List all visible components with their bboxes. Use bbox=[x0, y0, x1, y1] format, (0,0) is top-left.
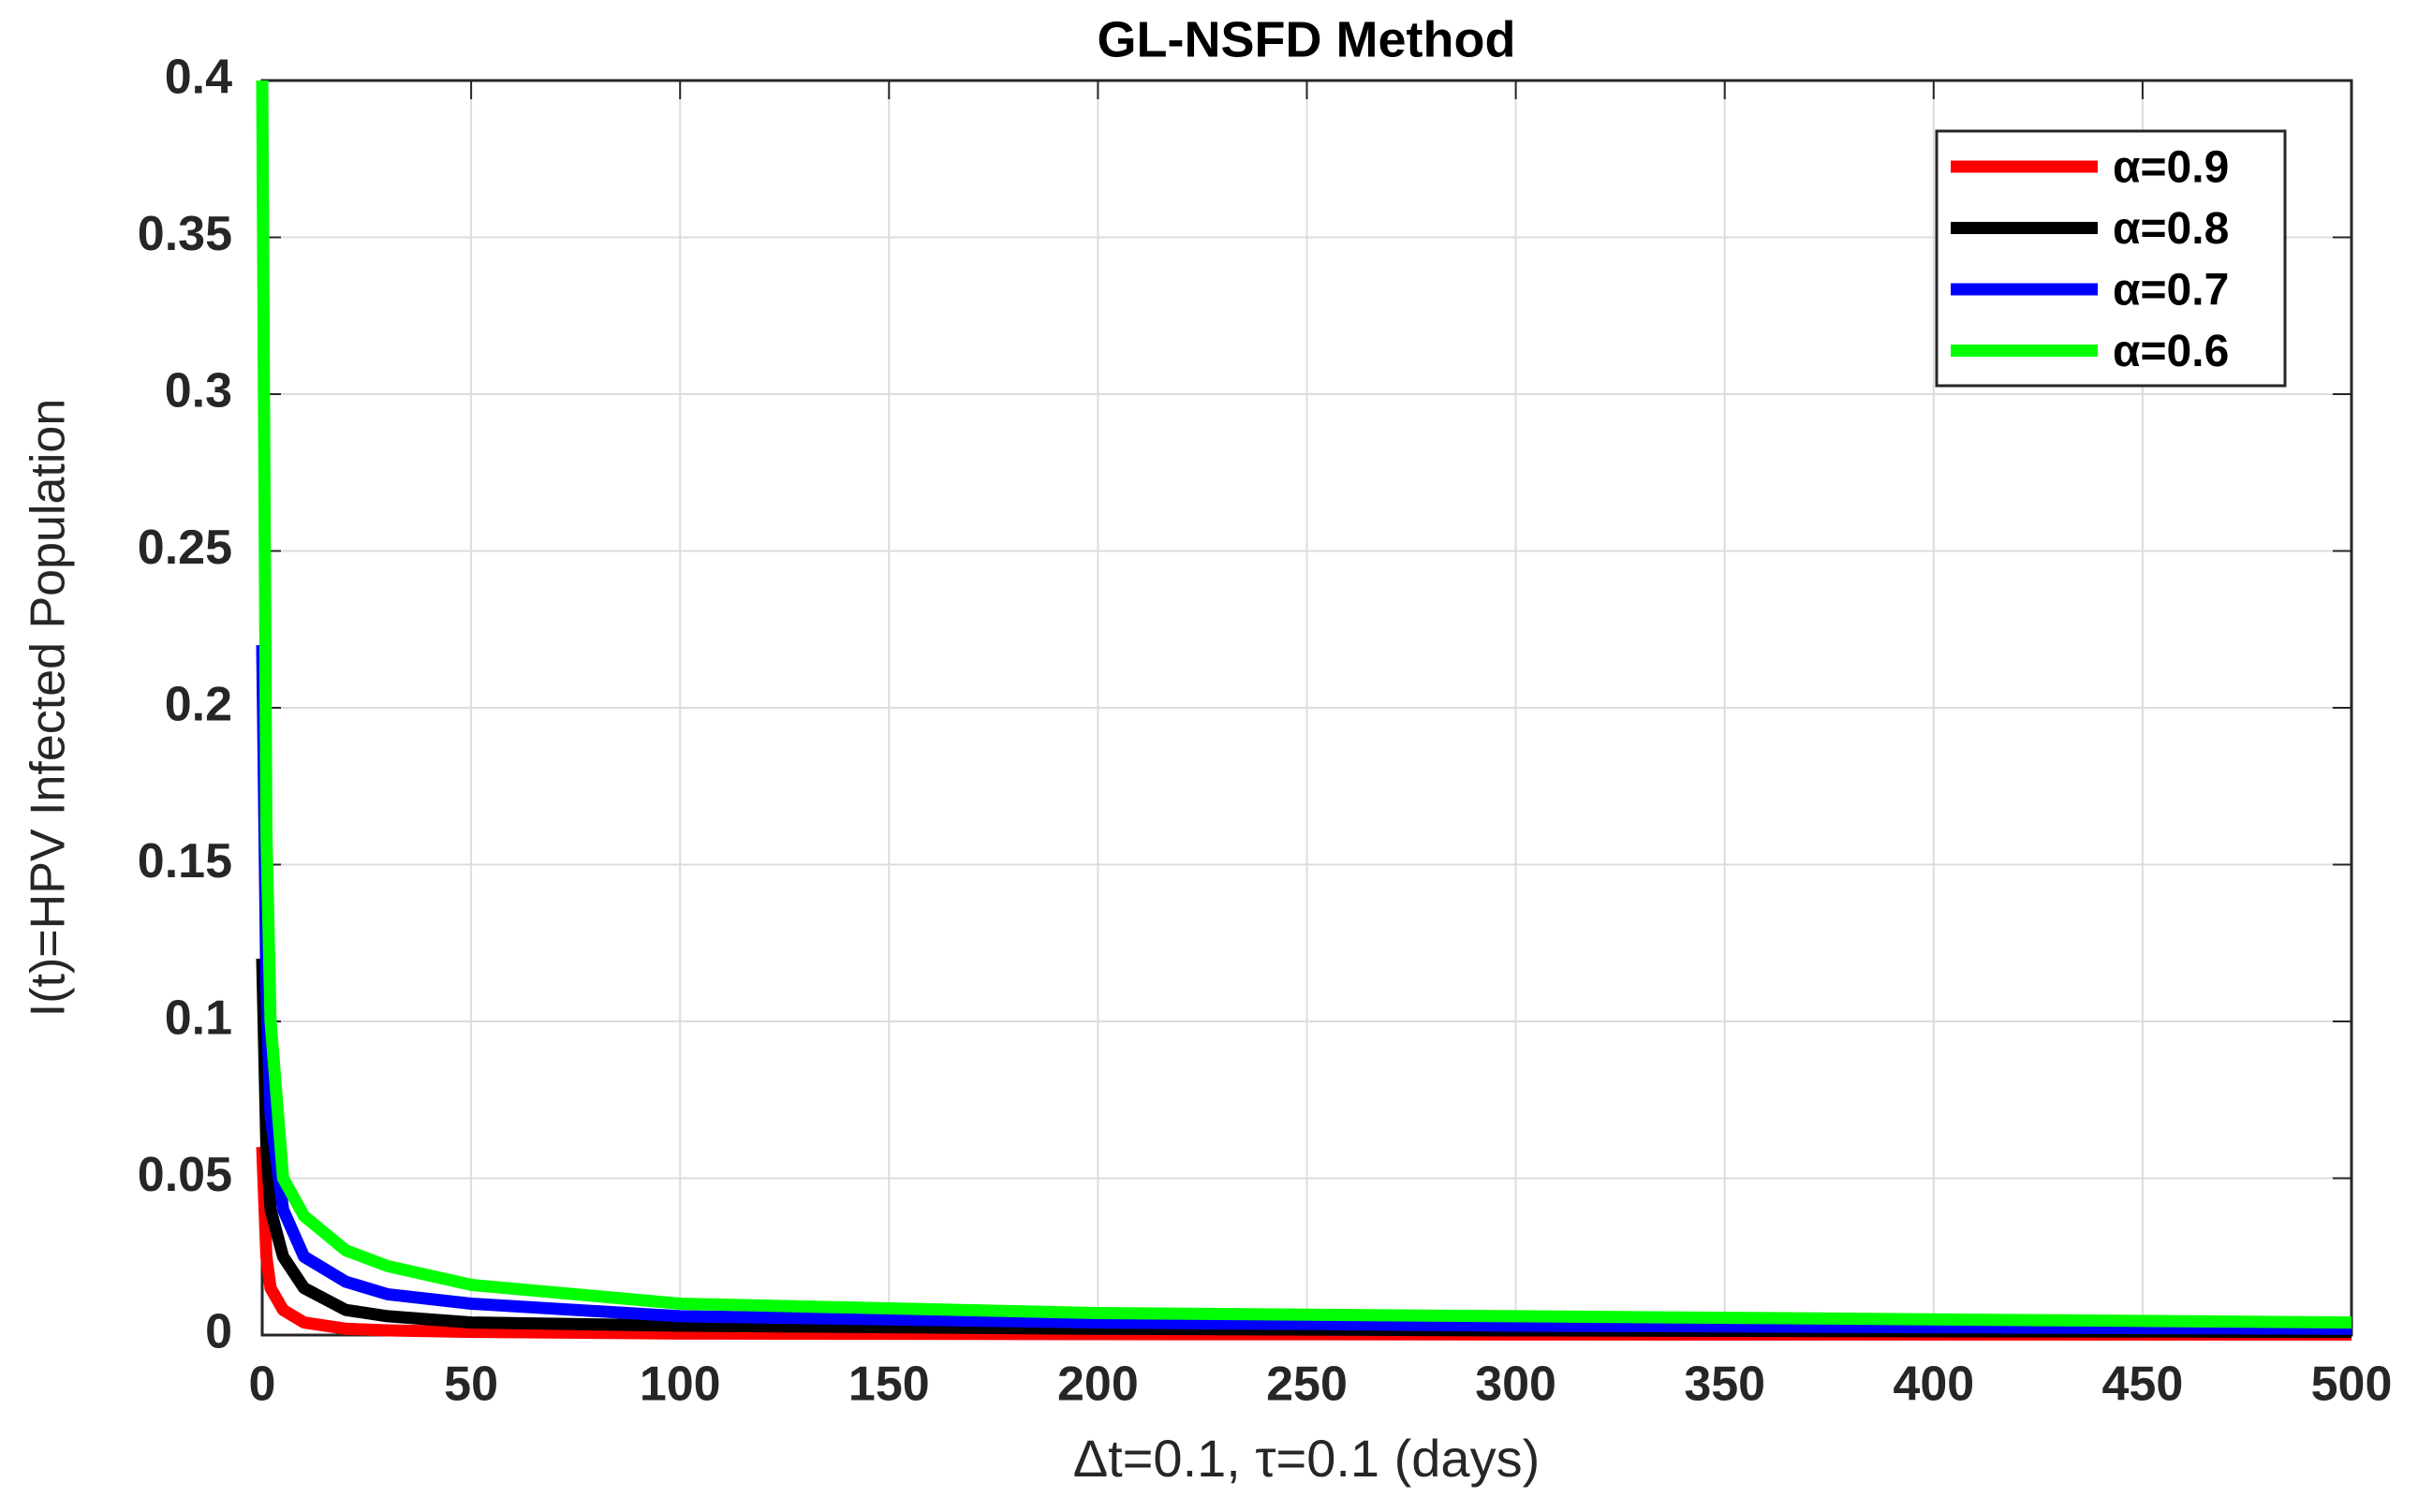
x-tick-label: 350 bbox=[1684, 1358, 1765, 1412]
x-tick-label: 50 bbox=[444, 1358, 498, 1412]
x-tick-label: 150 bbox=[848, 1358, 930, 1412]
y-tick-label: 0.4 bbox=[165, 51, 232, 105]
x-tick-label: 250 bbox=[1266, 1358, 1348, 1412]
x-tick-label: 200 bbox=[1057, 1358, 1139, 1412]
legend-label: α=0.6 bbox=[2113, 327, 2229, 376]
legend-box bbox=[1935, 129, 2287, 388]
x-tick-label: 450 bbox=[2102, 1358, 2184, 1412]
legend-label: α=0.7 bbox=[2113, 266, 2229, 316]
x-tick-label: 100 bbox=[640, 1358, 721, 1412]
x-tick-label: 0 bbox=[249, 1358, 276, 1412]
x-tick-label: 400 bbox=[1893, 1358, 1974, 1412]
y-tick-label: 0.15 bbox=[138, 834, 232, 888]
data-line bbox=[256, 644, 2352, 1335]
y-axis-label: I(t)=HPV Infected Population bbox=[22, 399, 76, 1018]
y-tick-label: 0.2 bbox=[165, 678, 232, 732]
x-axis-label: Δt=0.1, τ=0.1 (days) bbox=[1073, 1429, 1540, 1488]
chart-title: GL-NSFD Method bbox=[1098, 11, 1516, 67]
y-tick-label: 0.1 bbox=[165, 991, 232, 1046]
y-tick-label: 0.35 bbox=[138, 207, 232, 261]
data-line bbox=[256, 80, 2352, 1329]
legend-label: α=0.8 bbox=[2113, 204, 2229, 254]
x-tick-label: 500 bbox=[2311, 1358, 2393, 1412]
y-tick-label: 0.25 bbox=[138, 521, 232, 575]
y-tick-label: 0.3 bbox=[165, 364, 232, 418]
x-tick-label: 300 bbox=[1475, 1358, 1556, 1412]
y-tick-label: 0 bbox=[205, 1305, 232, 1359]
legend-label: α=0.9 bbox=[2113, 143, 2229, 193]
y-tick-label: 0.05 bbox=[138, 1148, 232, 1202]
